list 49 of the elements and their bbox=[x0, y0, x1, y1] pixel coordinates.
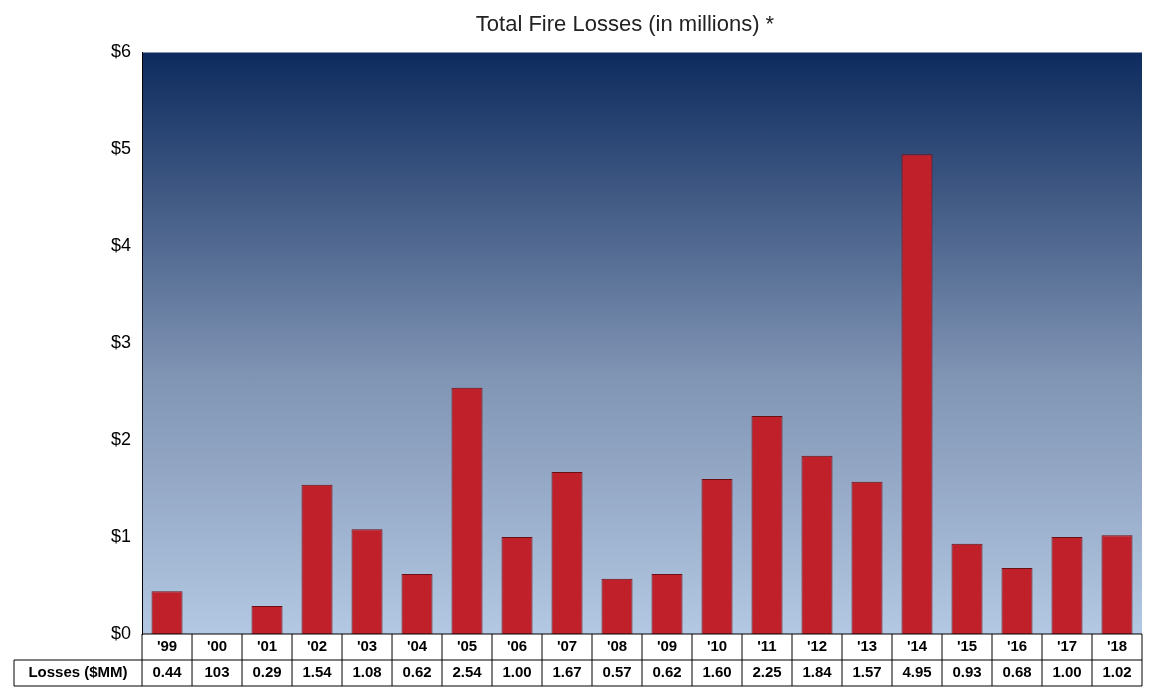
data-label: 1.08 bbox=[352, 663, 382, 681]
x-tick-label: '05 bbox=[456, 637, 478, 655]
x-tick-label: '12 bbox=[806, 637, 828, 655]
x-tick-label: '13 bbox=[856, 637, 878, 655]
x-tick-label: '00 bbox=[206, 637, 228, 655]
text: Losses ($MM) bbox=[28, 663, 128, 681]
data-label: 0.57 bbox=[602, 663, 632, 681]
x-tick-label: '18 bbox=[1106, 637, 1128, 655]
data-label: 0.93 bbox=[952, 663, 982, 681]
y-tick-label: $5 bbox=[110, 138, 132, 159]
data-label: 1.02 bbox=[1102, 663, 1132, 681]
x-tick-label: '15 bbox=[956, 637, 978, 655]
x-tick-label: '10 bbox=[706, 637, 728, 655]
x-tick-label: '01 bbox=[256, 637, 278, 655]
x-tick-label: '07 bbox=[556, 637, 578, 655]
data-label: 1.67 bbox=[552, 663, 582, 681]
data-label: 0.62 bbox=[402, 663, 432, 681]
y-tick-label: $1 bbox=[110, 526, 132, 547]
data-label: 1.00 bbox=[1052, 663, 1082, 681]
y-tick-label: $3 bbox=[110, 332, 132, 353]
y-tick-label: $6 bbox=[110, 41, 132, 62]
data-label: 2.54 bbox=[452, 663, 483, 681]
text: 103 bbox=[204, 663, 230, 681]
x-tick-label: '11 bbox=[757, 637, 777, 655]
data-label: 1.60 bbox=[702, 663, 732, 681]
x-tick-label: '99 bbox=[156, 637, 178, 655]
data-label: 2.25 bbox=[752, 663, 782, 681]
data-label: 0.29 bbox=[252, 663, 282, 681]
data-label: 1.00 bbox=[502, 663, 532, 681]
data-label: 0.44 bbox=[152, 663, 183, 681]
y-tick-label: $0 bbox=[110, 622, 132, 643]
data-label: 1.54 bbox=[302, 663, 333, 681]
x-tick-label: '08 bbox=[606, 637, 628, 655]
x-tick-label: '06 bbox=[506, 637, 528, 655]
data-label: 0.62 bbox=[652, 663, 682, 681]
data-label: 0.68 bbox=[1002, 663, 1032, 681]
x-tick-label: '14 bbox=[906, 637, 928, 655]
x-tick-label: '17 bbox=[1056, 637, 1078, 655]
y-tick-label: $2 bbox=[110, 429, 132, 450]
x-tick-label: '02 bbox=[306, 637, 328, 655]
y-tick-label: $4 bbox=[110, 235, 132, 256]
data-label: 1.57 bbox=[852, 663, 882, 681]
chart-title: Total Fire Losses (in millions) * bbox=[475, 11, 775, 37]
x-tick-label: '04 bbox=[406, 637, 428, 655]
x-tick-label: '09 bbox=[656, 637, 678, 655]
data-label: 4.95 bbox=[902, 663, 932, 681]
data-label: 1.84 bbox=[802, 663, 833, 681]
x-tick-label: '16 bbox=[1006, 637, 1028, 655]
x-tick-label: '03 bbox=[356, 637, 378, 655]
